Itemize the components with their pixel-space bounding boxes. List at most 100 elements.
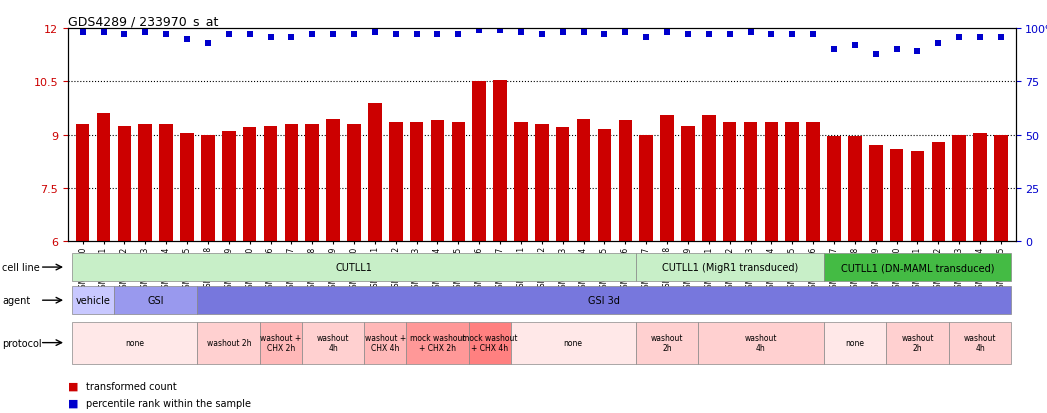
Bar (409, 123, 423, 242)
Point (513, 30, 530, 36)
Text: washout +
CHX 4h: washout + CHX 4h (364, 333, 406, 352)
Point (220, 32, 237, 38)
Point (325, 32, 341, 38)
Bar (848, 137, 862, 242)
Bar (661, 116, 674, 242)
Text: GSI: GSI (148, 295, 164, 306)
Bar (114, 286, 198, 315)
Point (993, 34, 1009, 41)
Bar (306, 125, 319, 242)
Bar (369, 103, 382, 242)
Text: protocol: protocol (2, 338, 42, 348)
Point (533, 32, 550, 38)
Bar (302, 322, 364, 364)
Point (763, 32, 780, 38)
Point (304, 32, 320, 38)
Bar (827, 137, 841, 242)
Point (638, 34, 654, 41)
Point (700, 32, 717, 38)
Bar (640, 135, 653, 242)
Text: vehicle: vehicle (75, 295, 111, 306)
Bar (949, 322, 1011, 364)
Text: washout 2h: washout 2h (206, 338, 251, 347)
Point (492, 28, 509, 34)
Point (972, 34, 988, 41)
Text: washout
2h: washout 2h (901, 333, 934, 352)
Text: washout
4h: washout 4h (964, 333, 997, 352)
Point (909, 49, 926, 56)
Text: none: none (126, 338, 144, 347)
Bar (72, 286, 114, 315)
Bar (327, 119, 340, 242)
Point (867, 51, 884, 58)
Bar (577, 119, 591, 242)
Point (721, 32, 738, 38)
Point (847, 43, 864, 49)
Bar (138, 125, 152, 242)
Text: washout
4h: washout 4h (317, 333, 350, 352)
Text: transformed count: transformed count (86, 381, 177, 391)
Bar (511, 322, 636, 364)
Point (95, 30, 112, 36)
Bar (75, 125, 89, 242)
Bar (619, 121, 632, 242)
Bar (535, 125, 549, 242)
Text: agent: agent (2, 295, 30, 306)
Point (116, 32, 133, 38)
Text: CUTLL1 (MigR1 transduced): CUTLL1 (MigR1 transduced) (662, 262, 798, 273)
Text: washout
4h: washout 4h (744, 333, 777, 352)
Point (200, 40, 217, 47)
Bar (198, 322, 260, 364)
Bar (117, 126, 131, 242)
Point (74, 30, 91, 36)
Point (930, 40, 946, 47)
Point (805, 32, 822, 38)
Bar (890, 150, 904, 242)
Point (137, 30, 154, 36)
Text: ■: ■ (68, 398, 79, 408)
Bar (469, 322, 511, 364)
Point (241, 32, 258, 38)
Point (283, 34, 299, 41)
Text: mock washout
+ CHX 4h: mock washout + CHX 4h (462, 333, 517, 352)
Text: none: none (845, 338, 865, 347)
Bar (598, 130, 611, 242)
Bar (201, 135, 215, 242)
Point (596, 32, 612, 38)
Point (346, 32, 362, 38)
Point (617, 30, 633, 36)
Text: GDS4289 / 233970_s_at: GDS4289 / 233970_s_at (68, 15, 219, 28)
Bar (869, 146, 883, 242)
Text: CUTLL1 (DN-MAML transduced): CUTLL1 (DN-MAML transduced) (841, 262, 995, 273)
Bar (430, 121, 444, 242)
Point (450, 32, 467, 38)
Bar (764, 123, 778, 242)
Bar (72, 322, 198, 364)
Text: CUTLL1: CUTLL1 (335, 262, 373, 273)
Point (826, 47, 843, 54)
Bar (260, 322, 302, 364)
Bar (406, 322, 469, 364)
Bar (243, 128, 257, 242)
Bar (72, 253, 636, 282)
Text: GSI 3d: GSI 3d (588, 295, 621, 306)
Bar (785, 123, 799, 242)
Bar (953, 135, 966, 242)
Point (951, 34, 967, 41)
Bar (222, 132, 236, 242)
Bar (472, 82, 486, 242)
Text: percentile rank within the sample: percentile rank within the sample (86, 398, 251, 408)
Bar (285, 125, 298, 242)
Point (888, 47, 905, 54)
Bar (824, 253, 1011, 282)
Point (554, 30, 571, 36)
Bar (198, 286, 1011, 315)
Point (366, 30, 383, 36)
Bar (159, 125, 173, 242)
Point (575, 30, 592, 36)
Bar (636, 322, 698, 364)
Text: none: none (563, 338, 582, 347)
Point (784, 32, 801, 38)
Point (158, 32, 175, 38)
Bar (722, 123, 736, 242)
